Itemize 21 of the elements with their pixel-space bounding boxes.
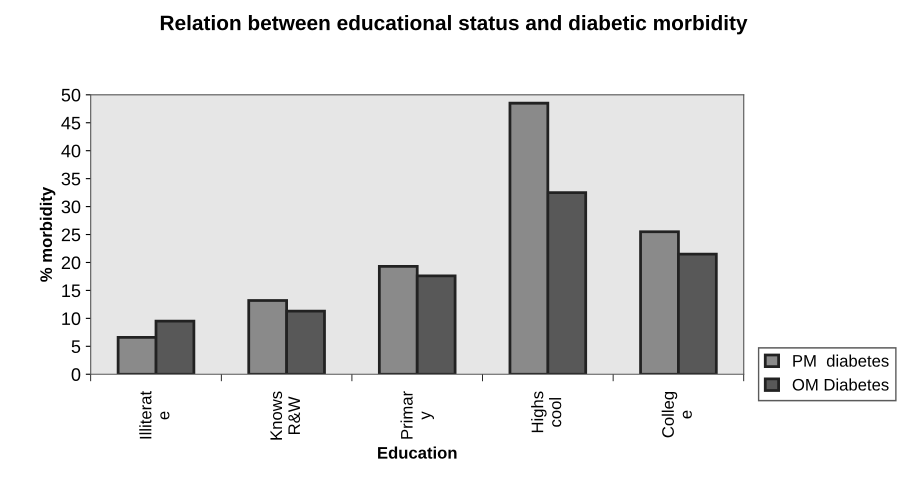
x-tick-label: Colleg e — [662, 392, 692, 438]
y-tick-label: 15 — [62, 284, 80, 298]
y-tick-label: 20 — [62, 256, 80, 270]
chart-title: Relation between educational status and diabetic morbidity — [160, 14, 748, 34]
y-tick-label: 35 — [62, 172, 80, 186]
y-tick-label: 45 — [61, 116, 80, 130]
y-tick-label: 0 — [72, 368, 80, 381]
legend-label: PM diabetes — [793, 354, 889, 367]
y-tick-label: 5 — [72, 340, 80, 354]
y-tick-label: 40 — [61, 144, 80, 158]
y-tick-label: 25 — [62, 228, 80, 242]
y-axis-title: % morbidity — [40, 186, 56, 282]
x-axis-title: Education — [378, 446, 456, 459]
y-tick-label: 50 — [62, 88, 80, 102]
x-tick-label: Highs cool — [531, 392, 562, 432]
y-tick-label: 30 — [62, 200, 80, 214]
x-tick-label: Illiterat e — [139, 391, 170, 438]
y-tick-label: 10 — [62, 312, 80, 326]
x-tick-label: Primar y — [400, 391, 434, 439]
x-tick-label: Knows R&W — [270, 392, 300, 440]
legend-label: OM Diabetes — [792, 378, 889, 391]
